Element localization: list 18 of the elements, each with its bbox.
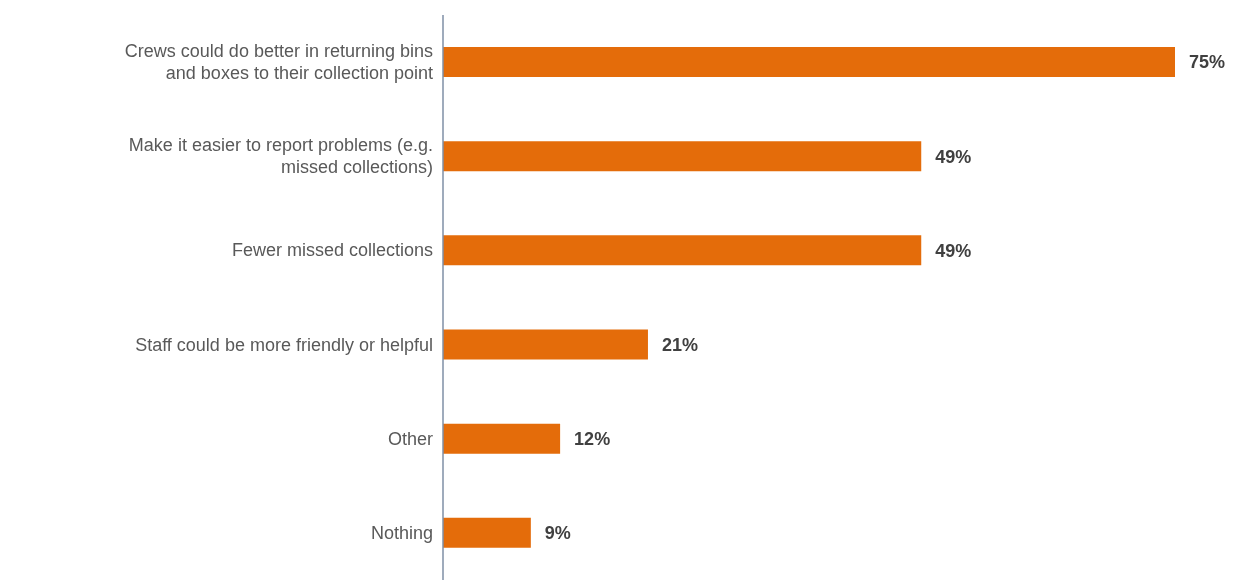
data-label: 9%: [544, 523, 571, 544]
y-tick-label: Make it easier to report problems (e.g. missed collections): [128, 135, 433, 178]
y-tick-label: Nothing: [370, 522, 433, 543]
bar: [443, 423, 561, 454]
data-label: 49%: [935, 240, 972, 261]
bar: [443, 329, 648, 360]
data-label: 21%: [661, 334, 698, 355]
y-tick-label: Staff could be more friendly or helpful: [135, 334, 433, 355]
bar: [443, 47, 1175, 77]
bar: [443, 517, 531, 548]
y-tick-label: Other: [387, 428, 433, 449]
bar: [443, 235, 922, 266]
bar: [443, 141, 922, 172]
data-label: 75%: [1189, 52, 1226, 73]
y-tick-label: Fewer missed collections: [231, 240, 433, 261]
data-label: 12%: [574, 429, 611, 450]
y-tick-label: Crews could do better in returning bins and boxes to their collection point: [124, 41, 433, 84]
data-label: 49%: [935, 146, 972, 167]
